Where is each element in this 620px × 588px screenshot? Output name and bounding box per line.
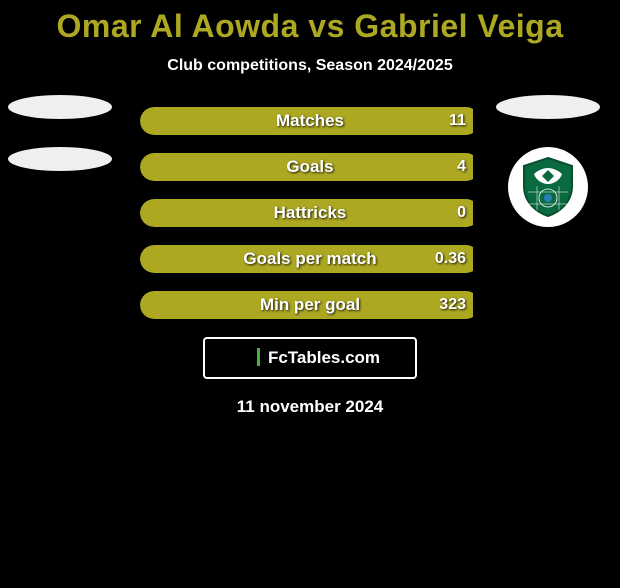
brand-chart-icon <box>240 348 262 368</box>
stat-bar-label: Min per goal <box>260 295 360 315</box>
comparison-bars: Matches 11 Goals 4 Hattricks 0 Goals per match… <box>140 107 480 319</box>
avatar-placeholder-ellipse <box>8 95 112 119</box>
stat-bar-label: Hattricks <box>274 203 347 223</box>
club-badge <box>508 147 588 227</box>
stat-bar-value-right: 0 <box>457 204 466 222</box>
avatar-placeholder-ellipse <box>496 95 600 119</box>
stat-bar-value-right: 11 <box>449 112 466 130</box>
brand-text: FcTables.com <box>268 348 380 368</box>
stat-bar-value-right: 0.36 <box>435 250 466 268</box>
stat-bar-row: Min per goal 323 <box>140 291 480 319</box>
stat-bar-value-right: 4 <box>457 158 466 176</box>
avatar-placeholder-ellipse <box>8 147 112 171</box>
player-right-avatar <box>496 95 600 227</box>
stat-bar-row: Matches 11 <box>140 107 480 135</box>
stat-bar-row: Hattricks 0 <box>140 199 480 227</box>
shield-icon <box>520 156 576 218</box>
date-text: 11 november 2024 <box>0 397 620 417</box>
comparison-content: Matches 11 Goals 4 Hattricks 0 Goals per match… <box>0 107 620 417</box>
stat-bar-row: Goals per match 0.36 <box>140 245 480 273</box>
player-left-avatar <box>8 95 112 199</box>
stat-bar-value-right: 323 <box>439 296 466 314</box>
stat-bar-label: Goals per match <box>243 249 376 269</box>
stat-bar-label: Matches <box>276 111 344 131</box>
stat-bar-label: Goals <box>286 157 333 177</box>
page-title: Omar Al Aowda vs Gabriel Veiga <box>0 8 620 45</box>
subtitle: Club competitions, Season 2024/2025 <box>0 57 620 75</box>
brand-box: FcTables.com <box>203 337 417 379</box>
stat-bar-row: Goals 4 <box>140 153 480 181</box>
